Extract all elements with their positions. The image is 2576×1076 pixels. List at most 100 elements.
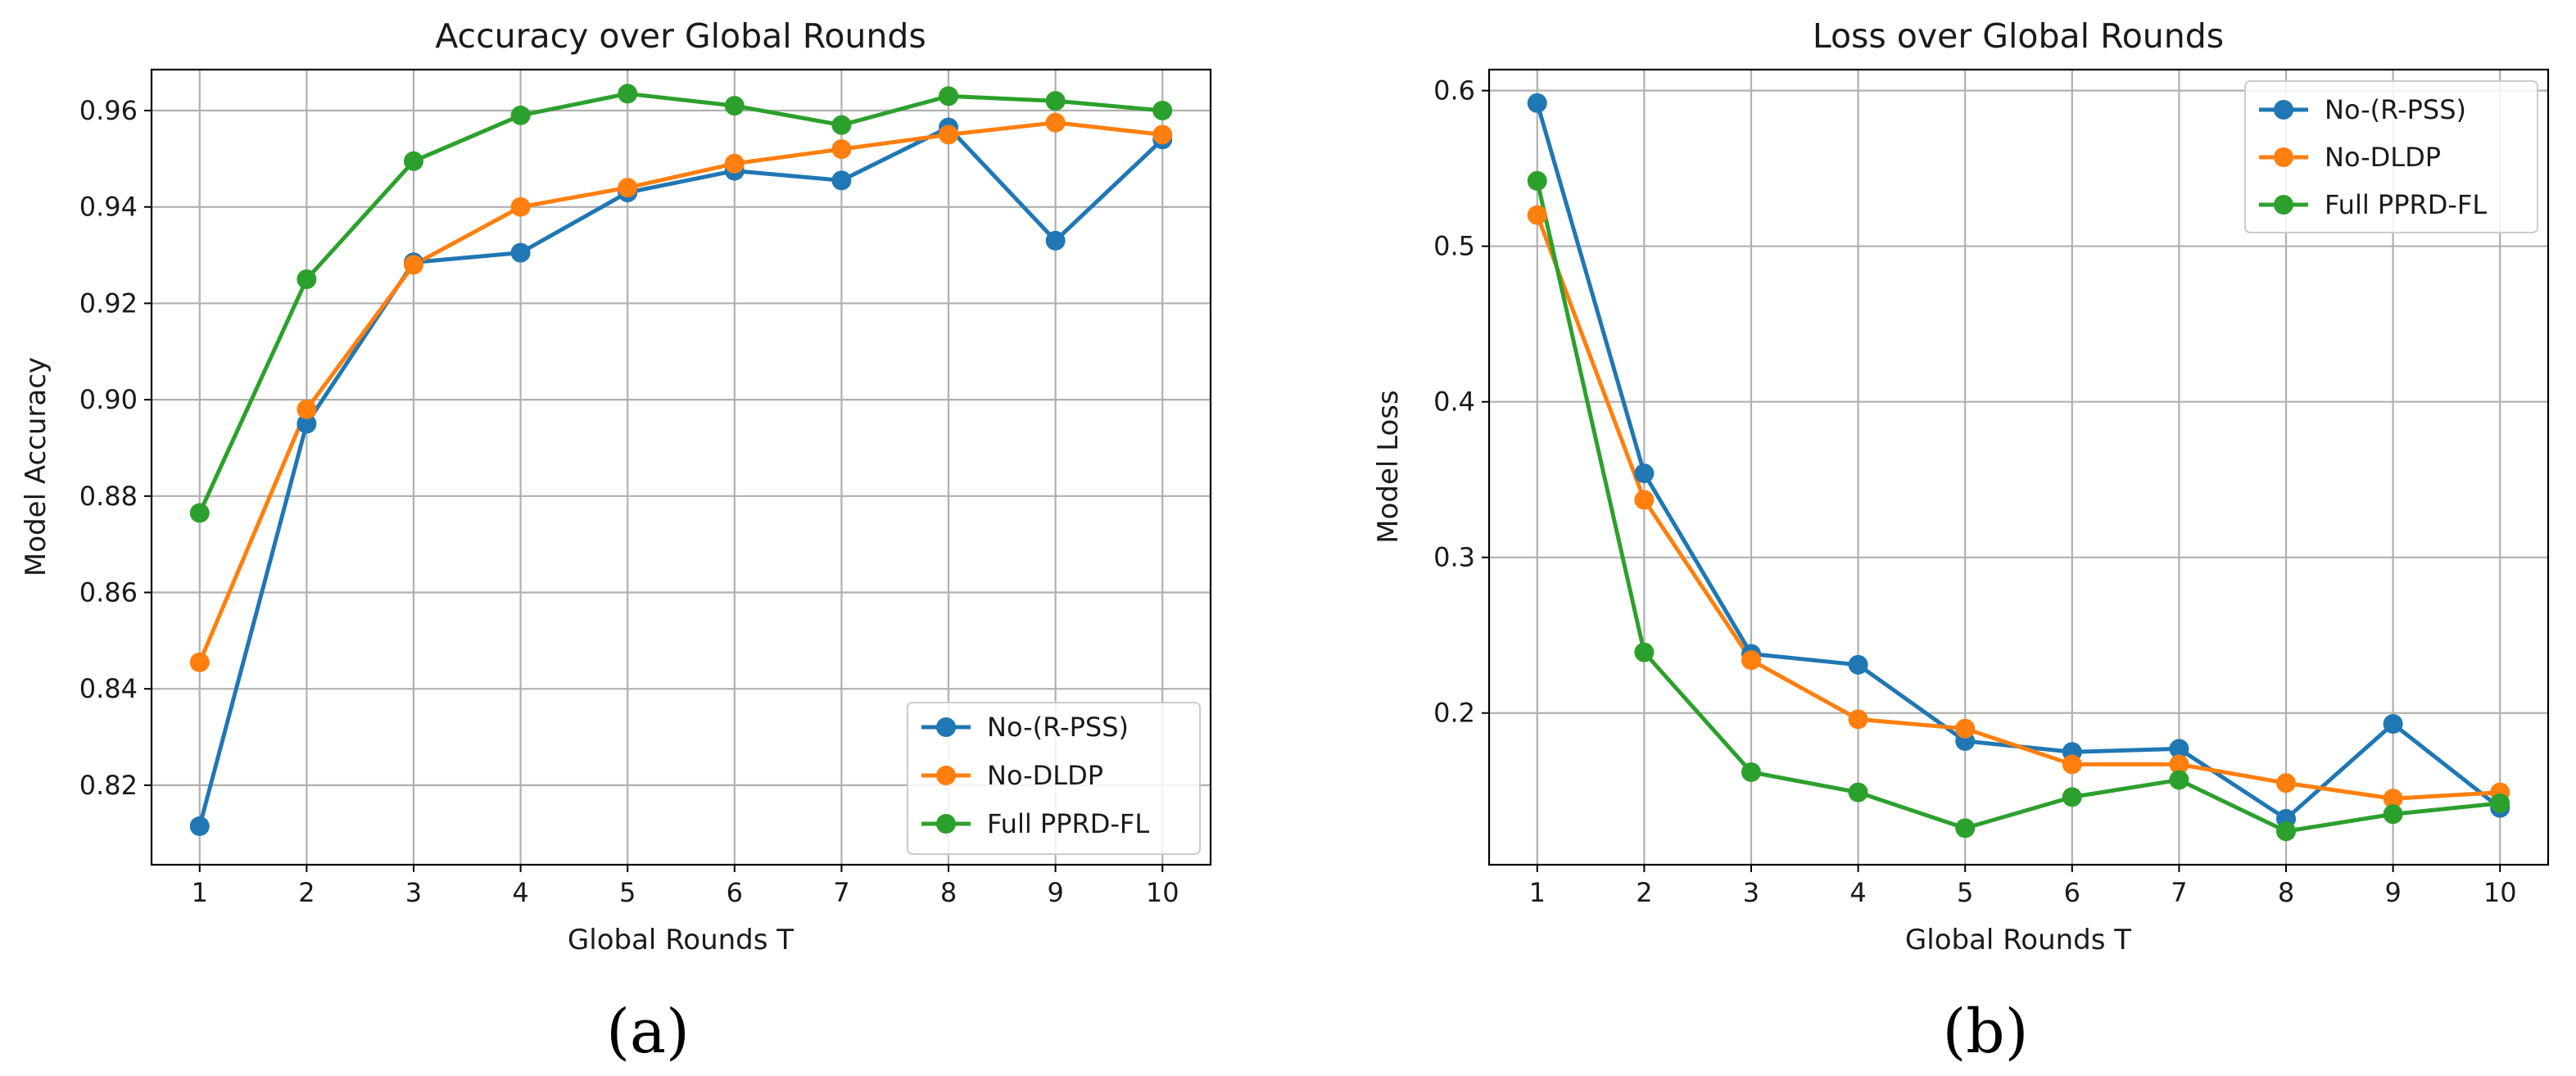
data-point-no-dldp — [297, 399, 317, 419]
data-point-no-r-pss — [1634, 463, 1655, 484]
data-point-no-dldp — [1045, 112, 1066, 133]
legend-label-no-rpss: No-(R-PSS) — [2325, 94, 2466, 125]
data-point-full-pprd-fl — [618, 84, 638, 104]
panel-caption-b: (b) — [1942, 997, 2028, 1067]
data-point-no-r-pss — [189, 816, 210, 836]
legend-marker-no-dldp — [2274, 147, 2293, 167]
data-point-no-r-pss — [2383, 714, 2403, 735]
y-tick-label: 0.92 — [79, 287, 138, 319]
series-line-full-pprd-fl — [197, 91, 1163, 514]
legend-marker-no-dldp — [936, 766, 956, 785]
data-point-no-dldp — [2276, 773, 2297, 793]
data-point-full-pprd-fl — [1527, 170, 1547, 191]
legend-label-full-pprd-fl: Full PPRD-FL — [2325, 189, 2487, 220]
data-point-full-pprd-fl — [939, 86, 959, 106]
data-point-full-pprd-fl — [1045, 91, 1066, 111]
data-point-no-dldp — [2062, 754, 2082, 775]
x-tick-label: 3 — [1743, 877, 1759, 908]
x-tick-label: 10 — [1146, 877, 1179, 908]
x-axis-label: Global Rounds T — [1905, 924, 2131, 956]
data-point-no-dldp — [1848, 709, 1868, 730]
data-point-full-pprd-fl — [2062, 787, 2082, 807]
chart-title: Accuracy over Global Rounds — [435, 16, 926, 56]
data-point-no-r-pss — [1848, 654, 1868, 675]
grid — [152, 70, 1211, 865]
x-tick-label: 1 — [1529, 877, 1546, 908]
data-point-full-pprd-fl — [1955, 818, 1976, 839]
x-tick-label: 6 — [2064, 877, 2080, 908]
x-tick-label: 8 — [2278, 877, 2294, 908]
plot-frame — [150, 68, 1212, 866]
x-tick-label: 1 — [192, 877, 208, 908]
y-tick-label: 0.82 — [79, 770, 138, 801]
data-point-no-dldp — [1634, 490, 1655, 510]
data-point-no-r-pss — [510, 242, 531, 263]
data-point-full-pprd-fl — [1848, 782, 1868, 802]
x-tick-label: 3 — [405, 877, 422, 908]
data-point-no-r-pss — [2169, 739, 2189, 759]
x-tick-label: 2 — [1636, 877, 1652, 908]
data-point-full-pprd-fl — [403, 151, 423, 171]
legend-marker-no-rpss — [2274, 100, 2293, 120]
data-point-no-dldp — [2383, 789, 2403, 809]
data-point-no-dldp — [189, 652, 210, 672]
x-axis-label: Global Rounds T — [568, 924, 794, 956]
y-axis-label: Model Loss — [1372, 390, 1405, 543]
y-tick-label: 0.86 — [79, 577, 138, 608]
x-tick-label: 4 — [1849, 877, 1866, 908]
data-point-no-dldp — [403, 255, 423, 275]
y-axis-ticks: 0.82 0.84 0.86 0.88 0.90 0.92 0.94 0.96 — [79, 95, 152, 801]
x-tick-label: 9 — [1047, 877, 1063, 908]
y-tick-label: 0.2 — [1433, 698, 1475, 729]
x-tick-label: 7 — [833, 877, 849, 908]
data-point-full-pprd-fl — [2383, 804, 2403, 825]
legend-marker-no-rpss — [936, 717, 956, 737]
x-tick-label: 2 — [298, 877, 315, 908]
data-point-full-pprd-fl — [1152, 101, 1173, 121]
series-points — [189, 84, 1173, 836]
legend: No-(R-PSS) No-DLDP Full PPRD-FL — [2244, 80, 2538, 233]
data-point-no-r-pss — [831, 170, 852, 191]
series-line-no-dldp — [1535, 214, 2501, 801]
y-tick-label: 0.4 — [1433, 387, 1475, 418]
x-tick-label: 10 — [2483, 877, 2517, 908]
data-point-no-r-pss — [297, 414, 317, 434]
legend-label-no-dldp: No-DLDP — [987, 760, 1103, 791]
data-point-full-pprd-fl — [510, 105, 531, 125]
data-point-full-pprd-fl — [2169, 770, 2189, 790]
data-point-no-dldp — [939, 124, 959, 145]
series-points — [1527, 93, 2510, 842]
legend-box — [2244, 80, 2538, 233]
x-tick-label: 6 — [727, 877, 743, 908]
accuracy-chart: Accuracy over Global Rounds 1 2 3 4 5 6 7 8 9 10 … — [20, 16, 1212, 1067]
data-point-no-dldp — [831, 139, 852, 160]
y-tick-label: 0.94 — [79, 192, 138, 223]
y-tick-label: 0.96 — [79, 95, 138, 126]
data-point-full-pprd-fl — [297, 269, 317, 289]
data-point-no-dldp — [2169, 754, 2189, 775]
chart-title: Loss over Global Rounds — [1813, 16, 2224, 56]
data-point-no-dldp — [618, 178, 638, 198]
x-tick-label: 5 — [1957, 877, 1973, 908]
x-tick-label: 7 — [2171, 877, 2187, 908]
legend-marker-full-pprd-fl — [936, 814, 956, 834]
data-point-full-pprd-fl — [2490, 793, 2510, 813]
data-point-no-dldp — [1741, 650, 1761, 671]
data-point-no-dldp — [1152, 124, 1173, 145]
data-point-full-pprd-fl — [831, 115, 852, 135]
data-point-no-dldp — [1527, 205, 1547, 225]
loss-chart: Loss over Global Rounds 1 2 3 4 5 6 7 8 9 10 0.2 0… — [1372, 16, 2550, 1067]
legend-marker-full-pprd-fl — [2274, 195, 2293, 215]
data-point-no-dldp — [1955, 718, 1976, 739]
x-axis-ticks: 1 2 3 4 5 6 7 8 9 10 — [1529, 865, 2517, 908]
data-point-full-pprd-fl — [724, 96, 745, 116]
x-axis-ticks: 1 2 3 4 5 6 7 8 9 10 — [192, 865, 1179, 908]
legend-label-no-dldp: No-DLDP — [2325, 142, 2441, 173]
legend-box — [907, 702, 1201, 855]
series-line-no-r-pss — [197, 125, 1164, 827]
series-lines — [197, 91, 1164, 827]
x-tick-label: 9 — [2384, 877, 2401, 908]
legend-label-no-rpss: No-(R-PSS) — [987, 712, 1129, 743]
y-tick-label: 0.88 — [79, 481, 138, 512]
